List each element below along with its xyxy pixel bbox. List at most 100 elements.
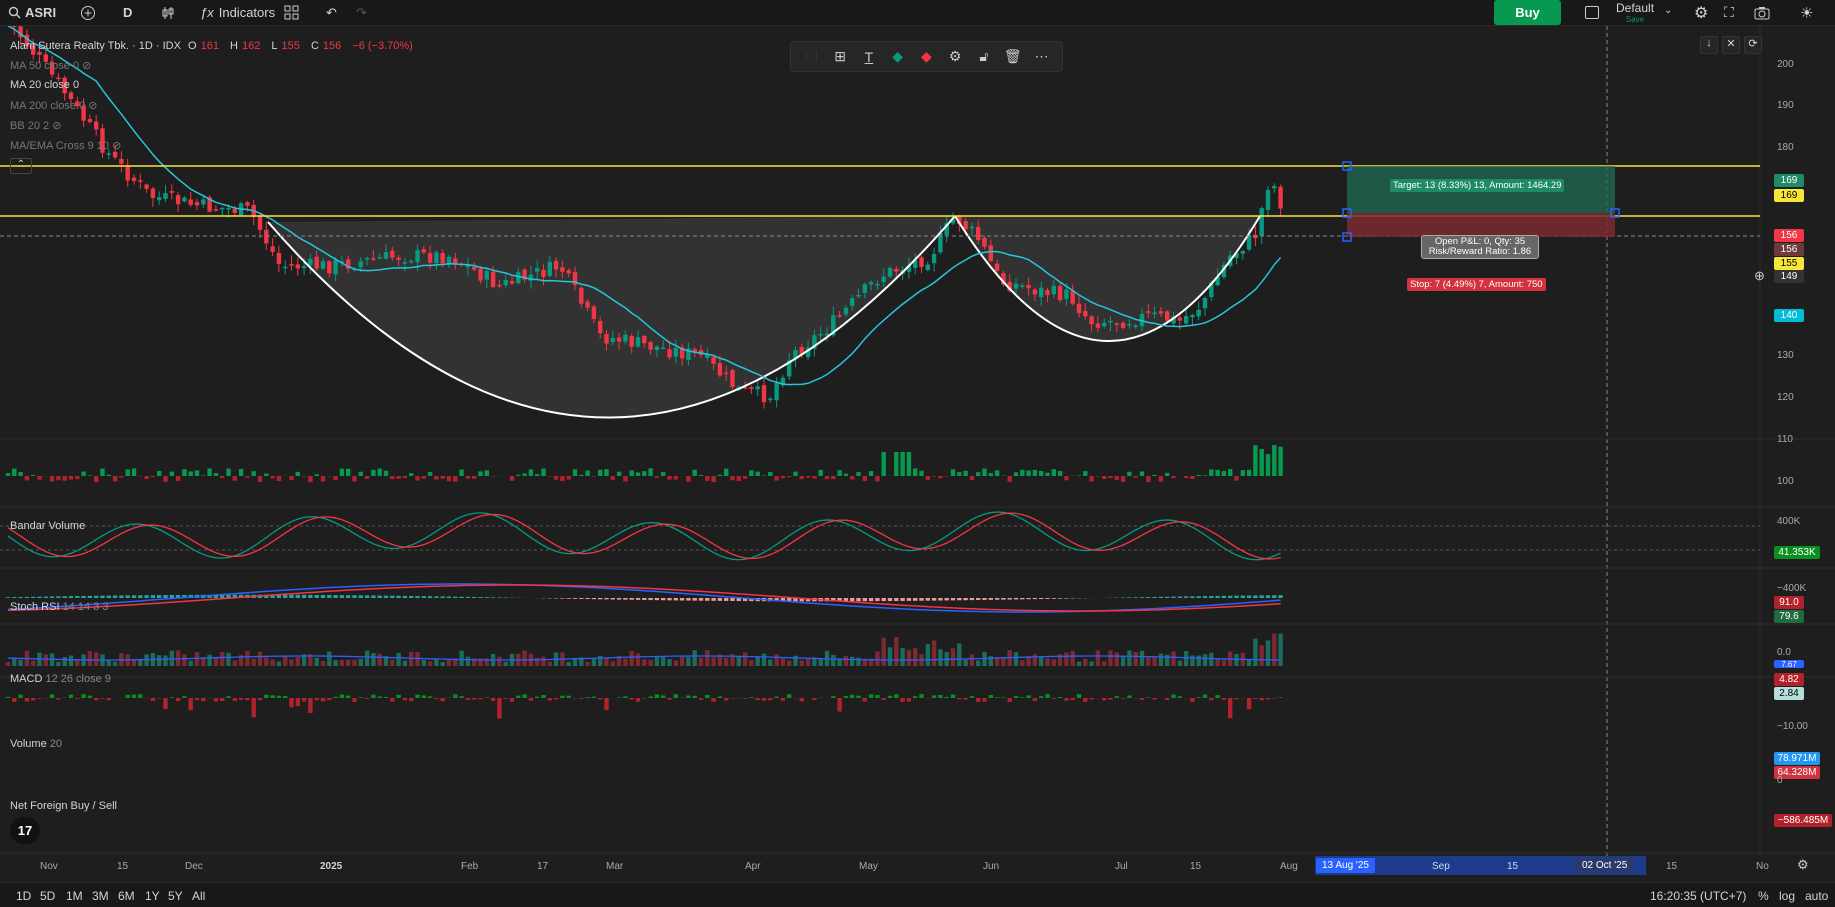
net-foreign-bar (667, 698, 672, 700)
eye-off-icon[interactable]: ⊘ (82, 60, 92, 72)
macd-bar (409, 595, 414, 598)
main-chart[interactable] (0, 26, 1835, 882)
collapse-legend-button[interactable]: ⌃ (10, 158, 32, 174)
add-template-button[interactable]: ⊞ (831, 48, 849, 66)
bandar-bar (787, 476, 792, 478)
net-foreign-bar (37, 698, 42, 699)
bandar-bar (1265, 454, 1271, 476)
bandar-bar (1221, 470, 1227, 476)
snapshot-button[interactable] (1754, 0, 1770, 26)
buy-button[interactable]: Buy (1494, 0, 1561, 25)
indicator-ma-ema-cross[interactable]: MA/EMA Cross 9 10 ⊘ (10, 140, 122, 152)
line-color-button[interactable]: ◆ (917, 48, 935, 66)
indicator-ma200[interactable]: MA 200 close 0 ⊘ (10, 100, 98, 112)
settings-button[interactable]: ⚙ (1694, 0, 1708, 26)
bandar-bar (232, 476, 237, 481)
net-foreign-bar (1114, 696, 1119, 698)
net-foreign-bar (761, 698, 767, 701)
candle (1120, 322, 1126, 329)
indicator-ma50[interactable]: MA 50 close 0 ⊘ (10, 60, 92, 72)
bandar-bar (1190, 476, 1195, 480)
symbol-search[interactable]: ASRI (8, 0, 56, 26)
volume-bar (742, 652, 748, 666)
close-button[interactable]: ✕ (1722, 36, 1740, 54)
tradingview-logo[interactable]: 17 (10, 817, 40, 844)
volume-bar (566, 661, 571, 666)
net-foreign-bar (175, 698, 181, 702)
candle (799, 347, 804, 355)
volume-bar (900, 647, 905, 666)
reset-button[interactable]: ⟳ (1744, 36, 1762, 54)
macd-bar (610, 598, 615, 600)
stop-handle[interactable] (1342, 232, 1352, 242)
scroll-down-button[interactable]: ↓ (1700, 36, 1718, 54)
bandar-bar (755, 471, 760, 476)
width-handle[interactable] (1610, 208, 1620, 218)
candle (12, 26, 17, 27)
eye-off-icon[interactable]: ⊘ (112, 140, 122, 152)
candle (314, 256, 319, 269)
macd-bar (679, 598, 685, 601)
net-foreign-bar (75, 698, 80, 699)
net-foreign-bar (686, 695, 691, 698)
drawing-settings-button[interactable]: ⚙ (946, 48, 964, 66)
target-handle[interactable] (1342, 161, 1352, 171)
clock[interactable]: 16:20:35 (UTC+7) (1650, 889, 1747, 903)
layout-selector[interactable]: Default Save (1616, 1, 1655, 25)
delete-button[interactable]: 🗑︎ (1004, 48, 1022, 66)
volume-bar (497, 656, 502, 666)
fill-color-button[interactable]: ◆ (889, 48, 907, 66)
range-6m[interactable]: 6M (118, 889, 135, 903)
chevron-down-icon[interactable]: ⌄ (1664, 5, 1673, 16)
bandar-bar (301, 476, 307, 477)
eye-off-icon[interactable]: ⊘ (52, 120, 62, 132)
bandar-bar (213, 473, 219, 476)
theme-button[interactable]: ☀ (1800, 0, 1813, 26)
interval-button[interactable]: D (123, 5, 133, 20)
percent-toggle[interactable]: % (1758, 889, 1769, 903)
bandar-bar (635, 472, 641, 476)
range-1m[interactable]: 1M (66, 889, 83, 903)
macd-bar (308, 594, 313, 598)
range-3m[interactable]: 3M (92, 889, 109, 903)
indicator-ma20[interactable]: MA 20 close 0 (10, 79, 80, 91)
net-foreign-bar (106, 698, 111, 701)
eye-off-icon[interactable]: ⊘ (88, 100, 98, 112)
bandar-bar (1246, 469, 1252, 476)
indicator-bb[interactable]: BB 20 2 ⊘ (10, 120, 62, 132)
layout-checkbox[interactable] (1585, 0, 1599, 26)
time-settings-icon[interactable]: ⚙ (1797, 857, 1809, 872)
compare-button[interactable] (80, 0, 96, 26)
ma-line (7, 26, 1282, 386)
range-5d[interactable]: 5D (40, 889, 56, 903)
stop-zone[interactable] (1347, 213, 1615, 237)
more-button[interactable]: ⋯ (1033, 48, 1051, 66)
range-1y[interactable]: 1Y (145, 889, 160, 903)
candle (1089, 316, 1094, 325)
bandar-bar (654, 476, 660, 478)
undo-button[interactable]: ↶ (326, 0, 337, 26)
bandar-bar (1196, 474, 1201, 476)
drag-handle[interactable]: ⋮⋮ (801, 51, 822, 62)
auto-toggle[interactable]: auto (1805, 889, 1829, 903)
log-toggle[interactable]: log (1779, 889, 1796, 903)
range-5y[interactable]: 5Y (168, 889, 183, 903)
candle (509, 280, 515, 284)
volume-bar (1209, 652, 1214, 666)
lock-button[interactable]: 🔓︎ (975, 48, 993, 66)
indicators-button[interactable]: ƒx Indicators (200, 5, 276, 20)
add-alert-icon[interactable]: ⊕ (1754, 268, 1765, 283)
macd-bar (94, 595, 99, 598)
macd-bar (119, 595, 124, 598)
macd-bar (875, 598, 880, 602)
chart-type-button[interactable] (160, 0, 176, 26)
range-1d[interactable]: 1D (16, 889, 32, 903)
redo-button[interactable]: ↷ (356, 0, 367, 26)
entry-handle[interactable] (1342, 208, 1352, 218)
fullscreen-button[interactable]: ⛶ (1724, 0, 1734, 26)
templates-button[interactable] (284, 0, 299, 26)
bandar-bar (163, 476, 168, 482)
entry-price-tag: 156 (1774, 243, 1804, 256)
range-all[interactable]: All (192, 889, 206, 903)
text-button[interactable]: T (860, 48, 878, 66)
